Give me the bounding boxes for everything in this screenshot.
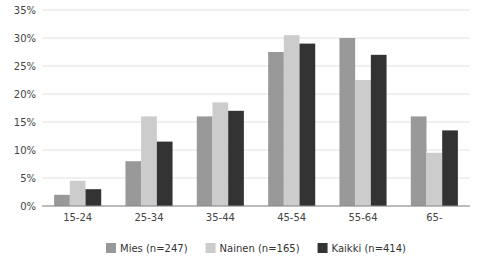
y-tick-label: 25% [14, 61, 36, 72]
chart: 0% 5% 10% 15% 20% 25% 30% 35% 15-24 25-34 35-44 45-… [0, 0, 480, 262]
bar [197, 116, 213, 206]
bars [54, 35, 458, 206]
bar [54, 195, 70, 206]
legend-label: Nainen (n=165) [220, 243, 300, 254]
bar [228, 111, 244, 206]
bar [411, 116, 427, 206]
bar [86, 189, 102, 206]
legend-item: Kaikki (n=414) [318, 243, 407, 254]
grid-line [42, 94, 470, 95]
bar [339, 38, 355, 206]
y-grid [42, 10, 470, 206]
bar [426, 153, 442, 206]
grid-line [42, 38, 470, 39]
y-tick-label: 15% [14, 117, 36, 128]
legend-swatch [106, 243, 116, 253]
bar [442, 130, 458, 206]
x-tick-label: 25-34 [134, 212, 163, 223]
x-tick-label: 65- [426, 212, 443, 223]
y-tick-label: 5% [20, 173, 36, 184]
legend-swatch [206, 243, 216, 253]
legend: Mies (n=247) Nainen (n=165) Kaikki (n=414) [106, 243, 406, 254]
grid-line [42, 206, 470, 207]
x-tick-label: 45-54 [277, 212, 306, 223]
grid-line [42, 10, 470, 11]
x-tick-label: 35-44 [206, 212, 235, 223]
y-tick-label: 30% [14, 33, 36, 44]
grid-line [42, 122, 470, 123]
y-tick-label: 20% [14, 89, 36, 100]
grid-line [42, 66, 470, 67]
bar [355, 80, 371, 206]
grid-line [42, 150, 470, 151]
bar [300, 44, 316, 206]
legend-swatch [318, 243, 328, 253]
chart-container: 0% 5% 10% 15% 20% 25% 30% 35% 15-24 25-34 35-44 45-… [0, 0, 480, 262]
bar [125, 161, 141, 206]
bar [284, 35, 300, 206]
bar [371, 55, 387, 206]
bar [212, 102, 228, 206]
x-tick-label: 55-64 [348, 212, 377, 223]
y-tick-label: 0% [20, 201, 36, 212]
y-tick-label: 10% [14, 145, 36, 156]
bar [70, 181, 86, 206]
y-tick-label: 35% [14, 5, 36, 16]
bar [141, 116, 157, 206]
bar [157, 142, 173, 206]
x-axis-line [42, 206, 470, 207]
bar [268, 52, 284, 206]
legend-item: Mies (n=247) [106, 243, 188, 254]
legend-label: Kaikki (n=414) [332, 243, 407, 254]
legend-label: Mies (n=247) [120, 243, 188, 254]
x-tick-label: 15-24 [63, 212, 92, 223]
legend-item: Nainen (n=165) [206, 243, 300, 254]
grid-line [42, 178, 470, 179]
